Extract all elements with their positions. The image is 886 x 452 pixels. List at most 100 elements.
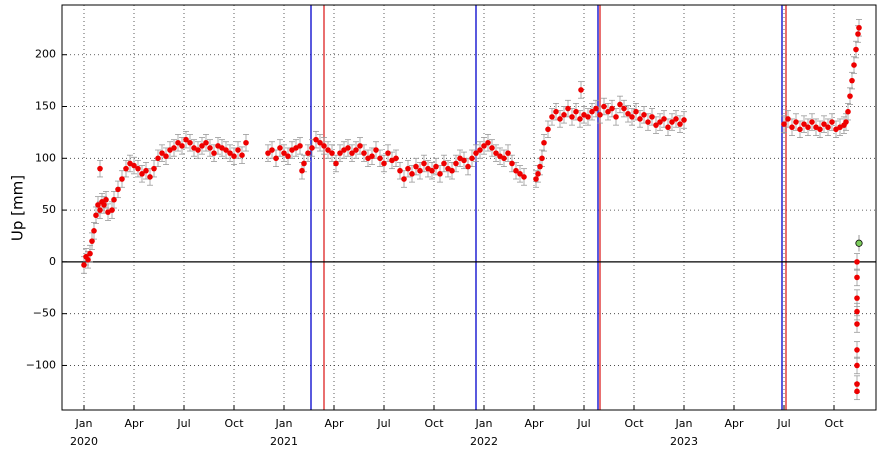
data-point [433,163,439,170]
data-point [179,143,185,149]
data-point [377,155,383,162]
data-point [381,160,387,167]
data-point [797,126,803,133]
x-tick-label: Jul [176,417,190,430]
data-point [93,212,99,219]
data-point [553,108,559,115]
data-point [825,124,831,131]
data-point [541,139,547,146]
data-point [87,250,93,257]
data-point [329,150,335,156]
y-tick-label: −50 [33,307,56,320]
data-point [91,228,97,234]
data-point [155,155,161,162]
data-point [163,153,169,160]
data-point [301,160,307,167]
data-point [681,117,687,123]
year-label: 2021 [270,435,298,448]
data-point [405,165,411,172]
data-point [653,122,659,128]
x-tick-label: Apr [324,417,344,430]
data-point [361,150,367,156]
data-point [565,105,571,112]
x-tick-label: Jul [376,417,390,430]
y-tick-label: 100 [35,151,56,164]
data-point [509,160,515,167]
x-tick-label: Oct [224,417,244,430]
data-point [285,153,291,160]
x-tick-label: Jul [776,417,790,430]
data-point [557,116,563,122]
data-point [187,139,193,146]
data-point [393,155,399,162]
data-point [477,147,483,153]
data-point [847,93,853,99]
data-point [489,145,495,151]
data-point [793,119,799,125]
data-point [561,111,567,118]
data-point [789,124,795,131]
y-axis-label: Up [mm] [9,175,27,241]
data-point [845,108,851,115]
data-point [333,160,339,167]
data-point [89,238,95,244]
year-label: 2020 [70,435,98,448]
data-point [81,262,87,268]
data-point [517,171,523,177]
data-point [321,143,327,149]
data-point [854,274,860,281]
data-point [231,153,237,160]
data-point [297,143,303,149]
data-point [199,143,205,149]
data-point [223,147,229,153]
y-tick-label: 150 [35,100,56,113]
data-point [115,186,121,193]
data-point [269,147,275,153]
data-point [203,139,209,146]
data-point [505,150,511,156]
data-point [809,119,815,125]
x-tick-label: Jan [475,417,493,430]
data-point [211,150,217,156]
x-tick-label: Apr [724,417,744,430]
data-point [207,145,213,151]
data-point [853,46,859,53]
data-point [856,24,862,31]
data-point [465,163,471,170]
data-point [273,155,279,162]
data-point [353,147,359,153]
data-point [843,119,849,125]
data-point [854,321,860,327]
data-point [545,126,551,133]
data-point [119,176,125,182]
data-point [597,111,603,118]
data-point [317,139,323,146]
data-point [95,202,101,208]
data-point [101,202,107,208]
data-point [325,147,331,153]
data-point [401,176,407,182]
data-point [135,165,141,172]
data-point [801,121,807,127]
data-point [805,124,811,131]
data-point [854,388,860,395]
data-point [854,295,860,301]
data-point [417,167,423,174]
data-point [277,145,283,151]
data-point [669,119,675,125]
data-point [589,108,595,115]
data-point [621,105,627,112]
x-tick-label: Apr [124,417,144,430]
data-point [473,150,479,156]
data-point [357,143,363,149]
data-point [601,103,607,110]
data-point [633,108,639,115]
data-point [854,362,860,369]
data-point [469,155,475,162]
data-point [109,207,115,213]
data-point [305,150,311,156]
x-tick-label: Jan [275,417,293,430]
data-point [821,121,827,127]
